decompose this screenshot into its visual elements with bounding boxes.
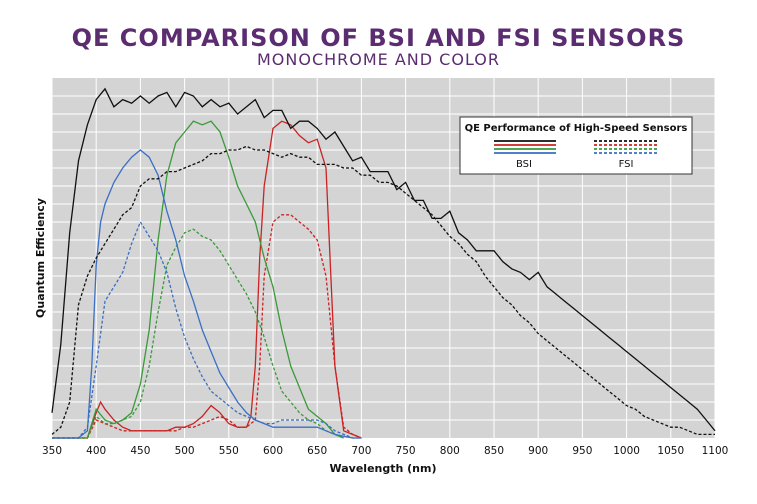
x-tick-label: 700 [351,445,371,457]
series-line-green-fsi [52,228,344,439]
x-tick-label: 600 [263,445,283,457]
x-tick-label: 500 [175,445,195,457]
series-line-mono-fsi [51,145,715,436]
chart-subtitle: MONOCHROME AND COLOR [256,50,500,69]
y-axis-label: Quantum Efficiency [34,198,47,318]
series-line-red-bsi [52,120,362,439]
series-line-green-bsi [52,120,344,439]
grid-lines [51,78,716,438]
x-tick-label: 550 [219,445,239,457]
x-tick-label: 750 [396,445,416,457]
legend-entry-fsi: FSI [619,159,634,170]
x-tick-label: 1050 [657,445,684,457]
x-tick-label: 650 [307,445,327,457]
x-axis-ticks: 350 400 450 500 550 600 650 700 750 800 850 900 950 1… [42,445,728,457]
x-tick-label: 800 [440,445,460,457]
x-tick-label: 950 [572,445,592,457]
series-layer [51,87,716,439]
legend-title: QE Performance of High-Speed Sensors [465,123,688,134]
x-tick-label: 1000 [613,445,640,457]
chart-title: QE COMPARISON OF BSI AND FSI SENSORS [71,24,686,52]
x-tick-label: 850 [484,445,504,457]
series-line-mono-bsi [51,87,716,432]
x-tick-label: 350 [42,445,62,457]
legend-swatches [494,140,658,154]
x-axis-label: Wavelength (nm) [330,462,437,475]
series-line-blue-fsi [52,220,362,439]
legend-entry-bsi: BSI [516,159,532,170]
x-tick-label: 450 [130,445,150,457]
x-tick-label: 400 [86,445,106,457]
series-line-blue-bsi [52,149,362,439]
x-tick-label: 900 [528,445,548,457]
x-tick-label: 1100 [702,445,729,457]
legend: QE Performance of High-Speed Sensors BSI… [459,116,693,175]
